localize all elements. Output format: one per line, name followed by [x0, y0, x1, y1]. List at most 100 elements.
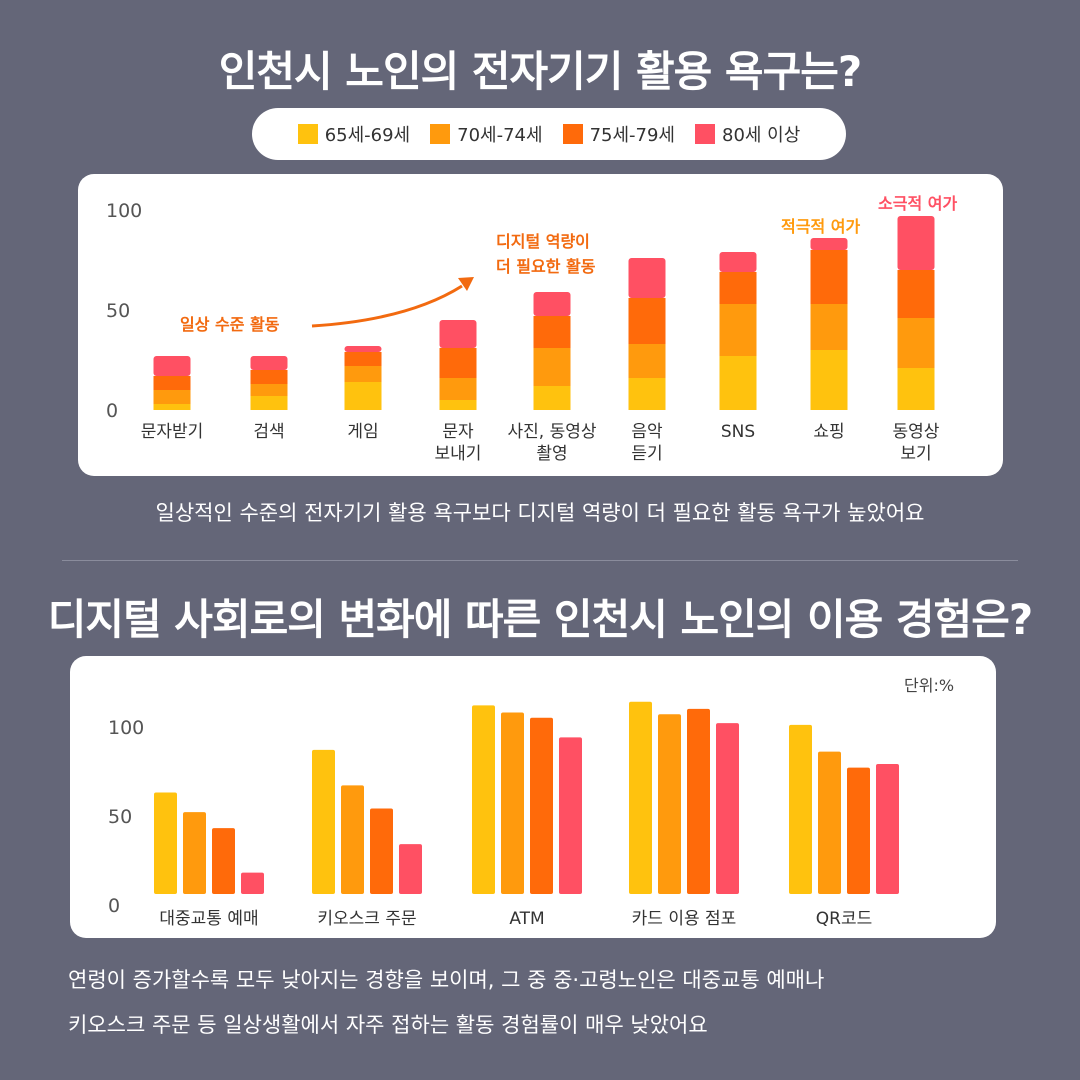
bar-segment [153, 390, 191, 404]
bar-segment [344, 382, 382, 410]
y-tick-label: 0 [108, 895, 120, 917]
section-divider [62, 560, 1018, 561]
experience-chart-caption: 연령이 증가할수록 모두 낮아지는 경향을 보이며, 그 중 중·고령노인은 대… [68, 958, 1028, 1048]
experience-chart-card: 0 50 100 단위:% 대중교통 예매 키오스크 주문 ATM 카드 이용 점포 QR코드 [70, 656, 996, 938]
y-tick-label: 50 [106, 300, 130, 322]
legend-item-65-69: 65세-69세 [297, 121, 411, 147]
x-tick-label: 키오스크 주문 [317, 909, 416, 929]
bar-segment [439, 348, 477, 378]
bar [472, 705, 495, 894]
annotation-arrow [311, 284, 463, 328]
bar [501, 712, 524, 894]
bar-segment [439, 320, 477, 348]
annotation-daily: 일상 수준 활동 [180, 315, 280, 334]
x-tick-label: 문자받기 [141, 422, 204, 442]
x-tick-label: 쇼핑 [813, 422, 844, 442]
annotation-digital: 디지털 역량이 더 필요한 활동 [496, 232, 596, 276]
bar [341, 785, 364, 894]
x-tick-label: 문자 보내기 [435, 422, 482, 464]
bar-segment [439, 400, 477, 410]
legend-label: 65세-69세 [324, 125, 411, 146]
bar-segment [344, 346, 382, 352]
bar-segment [153, 356, 191, 376]
bar-segment [344, 366, 382, 382]
annotation-passive: 소극적 여가 [878, 194, 957, 213]
bar [530, 717, 553, 894]
x-tick-label: QR코드 [816, 909, 872, 929]
bar-segment [719, 272, 757, 304]
bar [183, 812, 206, 894]
legend-swatch [695, 124, 715, 144]
unit-label: 단위:% [904, 676, 954, 695]
bar-segment [628, 258, 666, 298]
bar-segment [628, 344, 666, 378]
bar-segment [533, 292, 571, 316]
bar [154, 792, 177, 894]
bar-segment [250, 384, 288, 396]
bar [789, 724, 812, 894]
x-tick-label: SNS [721, 422, 755, 442]
x-tick-label: 게임 [347, 422, 378, 442]
bar [559, 737, 582, 894]
annotation-active: 적극적 여가 [781, 217, 860, 236]
x-tick-label: ATM [509, 909, 544, 929]
bar-segment [533, 316, 571, 348]
legend-label: 75세-79세 [589, 125, 675, 146]
legend-item-75-79: 75세-79세 [562, 121, 675, 147]
bar-segment [719, 252, 757, 272]
bar-segment [344, 352, 382, 366]
bar-segment [250, 396, 288, 410]
bar [876, 764, 899, 894]
y-tick-label: 0 [106, 400, 118, 422]
bar [687, 708, 710, 894]
bar [847, 767, 870, 894]
bar-segment [250, 370, 288, 384]
bar [212, 828, 235, 894]
bar-segment [897, 368, 935, 410]
legend-label: 70세-74세 [457, 125, 543, 146]
x-tick-label: 대중교통 예매 [159, 909, 258, 929]
bar-segment [810, 350, 848, 410]
bar [629, 701, 652, 894]
x-tick-label: 사진, 동영상 촬영 [507, 422, 596, 464]
desire-chart-caption: 일상적인 수준의 전자기기 활용 욕구보다 디지털 역량이 더 필요한 활동 욕… [155, 501, 925, 525]
bar-segment [810, 250, 848, 304]
bar-segment [439, 378, 477, 400]
bar [716, 723, 739, 894]
bar-segment [153, 404, 191, 410]
desire-stacked-bar-chart: 0 50 100 문자받기 검색 게임 문자 보내기 사진, 동영상 촬영 음악 듣기 SNS 쇼핑 동영상… [106, 194, 957, 464]
caption-line: 키오스크 주문 등 일상생활에서 자주 접하는 활동 경험률이 매우 낮았어요 [68, 1013, 708, 1037]
bar-segment [810, 304, 848, 350]
bar-segment [628, 378, 666, 410]
bar-segment [897, 216, 935, 270]
bar-segment [810, 238, 848, 250]
section-title: 디지털 사회로의 변화에 따른 인천시 노인의 이용 경험은? [47, 595, 1033, 644]
annotation-arrowhead [458, 277, 474, 291]
legend-item-70-74: 70세-74세 [430, 121, 543, 147]
bar-segment [719, 356, 757, 410]
bar [399, 844, 422, 894]
bar-segment [153, 376, 191, 390]
y-tick-label: 100 [108, 717, 144, 739]
y-tick-label: 50 [108, 806, 132, 828]
bar-segment [250, 356, 288, 370]
legend-label: 80세 이상 [722, 125, 801, 146]
legend-swatch [562, 124, 583, 144]
desire-chart-card: 0 50 100 문자받기 검색 게임 문자 보내기 사진, 동영상 촬영 음악 듣기 SNS 쇼핑 동영상… [78, 174, 1003, 476]
bar-segment [897, 270, 935, 318]
legend-swatch [297, 124, 318, 144]
bar [658, 714, 681, 894]
page-title: 인천시 노인의 전자기기 활용 욕구는? [218, 47, 862, 96]
bar [818, 751, 841, 894]
bar [312, 749, 335, 894]
bar-segment [533, 348, 571, 386]
x-tick-label: 카드 이용 점포 [632, 909, 737, 929]
chart-legend: 65세-69세 70세-74세 75세-79세 80세 이상 [252, 108, 846, 160]
x-tick-label: 음악 듣기 [631, 422, 663, 464]
bar-segment [533, 386, 571, 410]
x-tick-label: 동영상 보기 [893, 422, 940, 464]
bar [370, 808, 393, 894]
legend-item-80-plus: 80세 이상 [695, 121, 800, 147]
legend-swatch [430, 124, 451, 144]
experience-grouped-bar-chart: 0 50 100 단위:% 대중교통 예매 키오스크 주문 ATM 카드 이용 점포 QR코드 [108, 676, 954, 929]
